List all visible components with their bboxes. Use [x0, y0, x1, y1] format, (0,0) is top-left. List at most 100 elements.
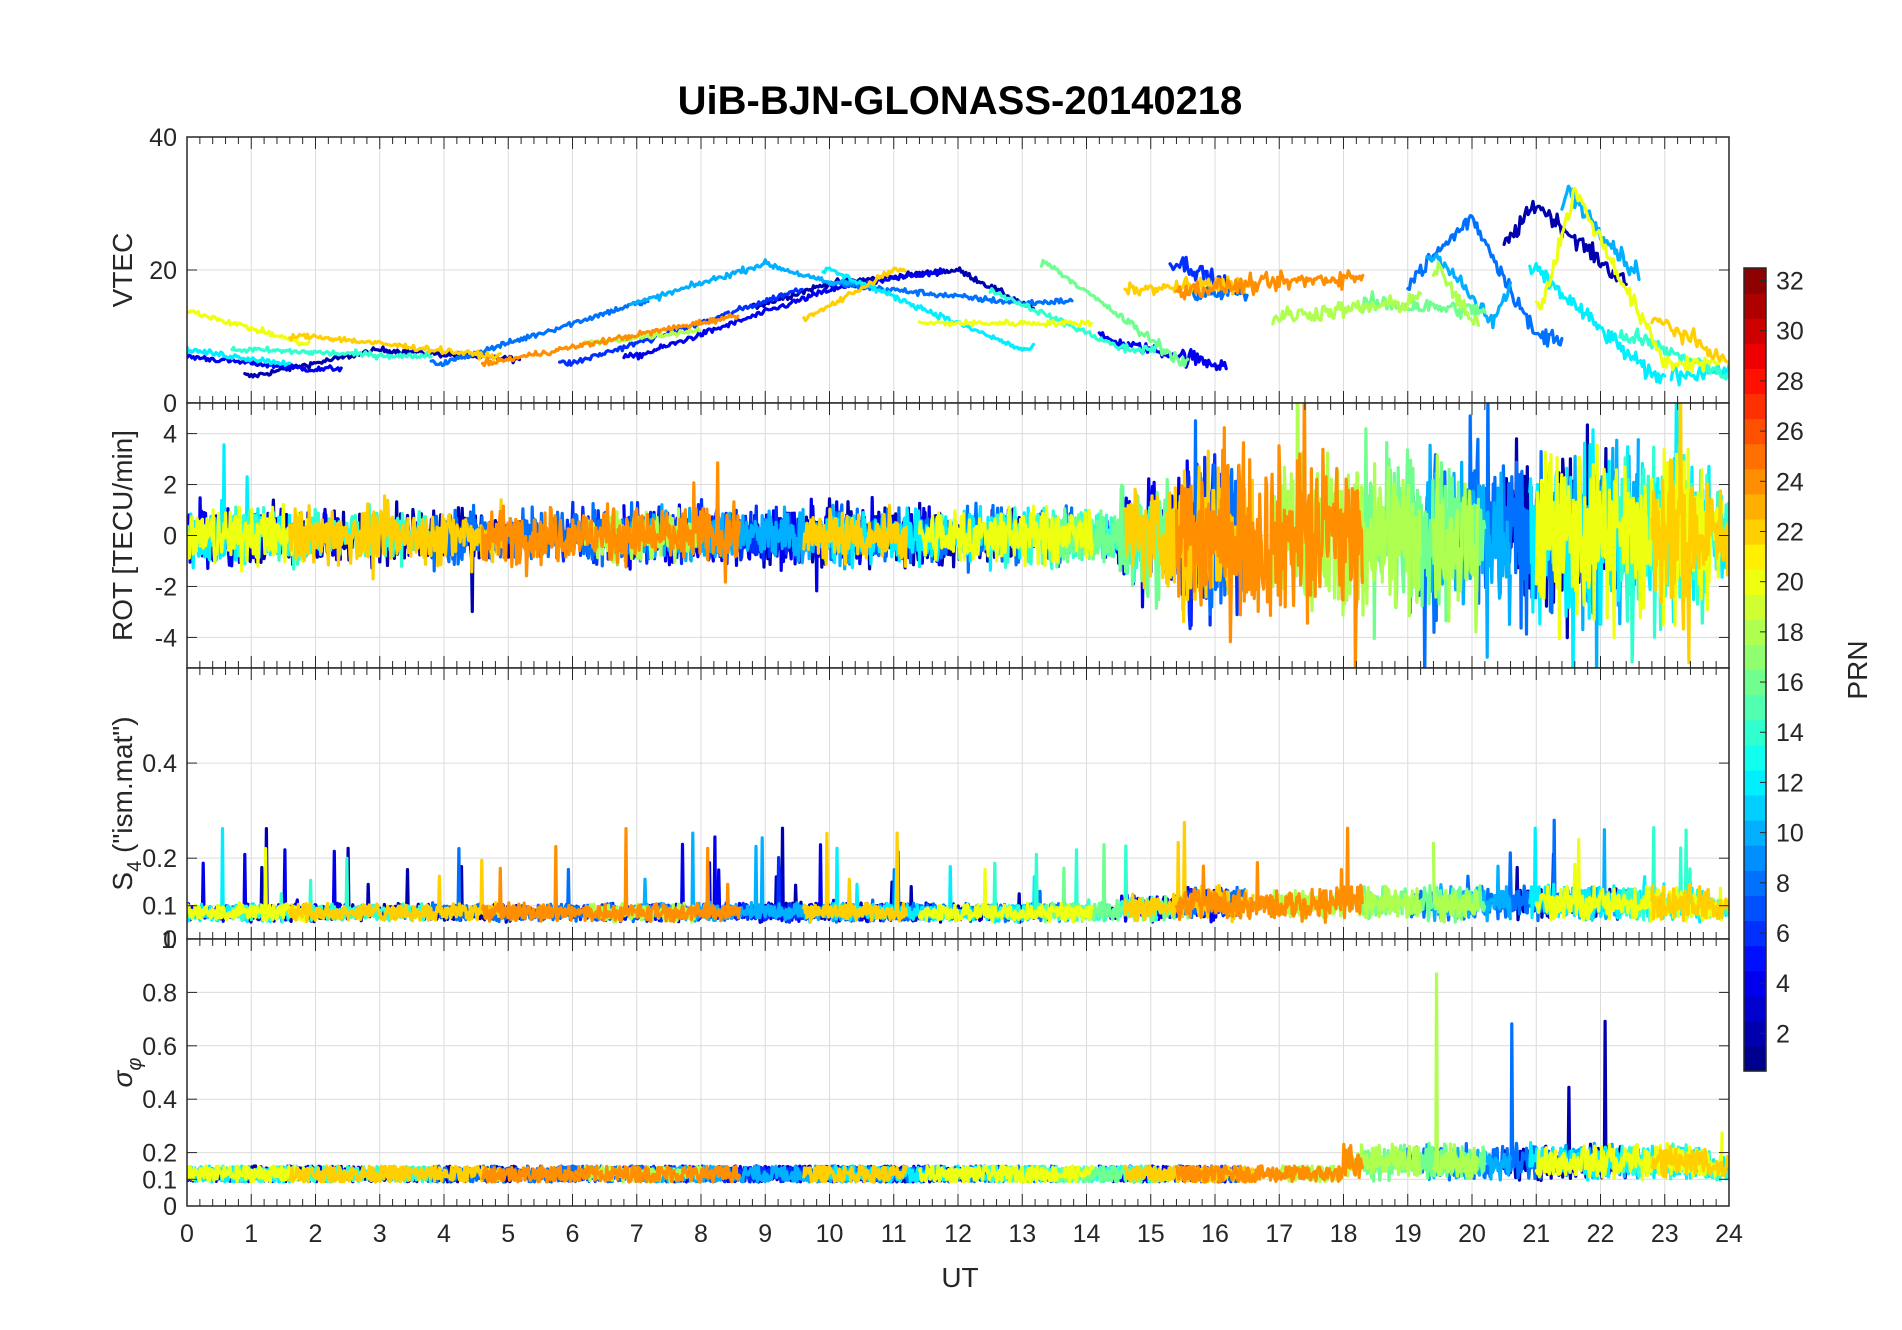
colorbar-segment	[1744, 669, 1766, 696]
x-tick-label: 7	[630, 1220, 644, 1248]
colorbar-segment	[1744, 1020, 1766, 1047]
colorbar-segment	[1744, 518, 1766, 545]
colorbar-segment	[1744, 970, 1766, 997]
series-prn-22	[1650, 883, 1729, 923]
colorbar-segment	[1744, 644, 1766, 671]
x-tick-label: 6	[566, 1220, 580, 1248]
colorbar-tick-label: 14	[1776, 719, 1804, 747]
colorbar-tick-label: 6	[1776, 920, 1790, 948]
colorbar-tick-label: 2	[1776, 1020, 1790, 1048]
series-prn-22	[802, 266, 907, 323]
series-prn-20	[187, 1164, 311, 1184]
series-group	[187, 184, 1729, 387]
series-prn-8	[827, 280, 1074, 307]
series-prn-14	[1618, 327, 1729, 381]
series-prn-18	[1431, 841, 1480, 924]
colorbar-tick-label: 4	[1776, 970, 1790, 998]
colorbar-segment	[1744, 594, 1766, 620]
y-axis-label: VTEC	[107, 233, 138, 308]
series-prn-16	[1039, 258, 1190, 368]
colorbar-segment	[1744, 544, 1766, 570]
colorbar-tick-label: 32	[1776, 268, 1804, 296]
y-tick-label: 0.4	[142, 1086, 177, 1114]
series-prn-24	[480, 1164, 741, 1184]
colorbar-tick-label: 26	[1776, 418, 1804, 446]
x-tick-label: 14	[1073, 1220, 1101, 1248]
colorbar-segment	[1744, 493, 1766, 520]
y-tick-label: 4	[163, 421, 177, 449]
colorbar-tick-label: 10	[1776, 820, 1804, 848]
series-prn-20	[917, 867, 1094, 924]
series-prn-18	[1271, 290, 1423, 326]
colorbar-segment	[1744, 719, 1766, 746]
colorbar-tick-label: 16	[1776, 669, 1804, 697]
y-axis-label: σφ	[107, 1058, 146, 1088]
x-tick-label: 24	[1715, 1220, 1743, 1248]
colorbar-label: PRN	[1842, 640, 1873, 699]
series-prn-24	[1174, 826, 1364, 924]
colorbar-tick-label: 20	[1776, 569, 1804, 597]
x-tick-label: 20	[1458, 1220, 1486, 1248]
x-tick-label: 21	[1522, 1220, 1550, 1248]
series-group	[187, 972, 1729, 1184]
series-prn-20	[917, 504, 1094, 568]
colorbar-segment	[1744, 769, 1766, 796]
y-axis-label: S4 ("ism.mat")	[107, 716, 146, 890]
series-prn-22	[802, 504, 908, 568]
series-prn-24	[480, 826, 741, 924]
series-prn-14	[230, 345, 433, 361]
series-prn-8	[429, 299, 650, 368]
colorbar-segment	[1744, 443, 1766, 470]
colorbar-segment	[1744, 569, 1766, 595]
colorbar-segment	[1744, 343, 1766, 369]
series-prn-20	[1534, 837, 1724, 923]
colorbar-segment	[1744, 820, 1766, 846]
colorbar-segment	[1744, 293, 1766, 319]
series-prn-22	[288, 858, 504, 923]
series-prn-4	[622, 267, 946, 361]
x-tick-label: 12	[944, 1220, 972, 1248]
colorbar-segment	[1744, 870, 1766, 896]
x-tick-label: 3	[373, 1220, 387, 1248]
x-tick-label: 0	[180, 1220, 194, 1248]
colorbar-segment	[1744, 393, 1766, 420]
x-tick-label: 19	[1394, 1220, 1422, 1248]
colorbar-segment	[1744, 744, 1766, 771]
y-tick-label: 0	[163, 1193, 177, 1221]
series-prn-20	[1534, 186, 1725, 374]
colorbar-segment	[1744, 694, 1766, 721]
colorbar-tick-label: 18	[1776, 619, 1804, 647]
colorbar-tick-label: 24	[1776, 468, 1804, 496]
series-prn-22	[802, 831, 908, 924]
chart-title: UiB-BJN-GLONASS-20140218	[678, 79, 1243, 123]
series-prn-22	[802, 1164, 908, 1184]
x-tick-label: 2	[309, 1220, 323, 1248]
colorbar-segment	[1744, 368, 1766, 395]
colorbar-segment	[1744, 268, 1766, 294]
x-tick-label: 17	[1265, 1220, 1293, 1248]
y-axis-label: ROT [TECU/min]	[107, 430, 138, 641]
series-group	[187, 403, 1729, 668]
y-tick-label: 0.1	[142, 893, 177, 921]
series-prn-12	[187, 345, 292, 367]
colorbar-segment	[1744, 845, 1766, 871]
x-tick-label: 22	[1587, 1220, 1615, 1248]
colorbar-segment	[1744, 318, 1766, 344]
colorbar-segment	[1744, 794, 1766, 821]
panel-s4: 0.1 0.2 0.4S4 ("ism.mat")	[107, 667, 1730, 940]
series-prn-22	[1650, 1144, 1729, 1179]
colorbar-segment	[1744, 895, 1766, 922]
x-tick-label: 4	[437, 1220, 451, 1248]
panel-sigma: 00.10.2 0.4 0.6 0.8 σφ	[107, 938, 1730, 1221]
colorbar-segment	[1744, 468, 1766, 495]
y-tick-label: 2	[163, 472, 177, 500]
series-prn-22	[288, 1164, 504, 1184]
panel-rot: -4 -2 0 2 4 ROT [TECU/min]	[107, 402, 1730, 669]
x-tick-label: 18	[1330, 1220, 1358, 1248]
x-tick-label: 8	[694, 1220, 708, 1248]
x-tick-label: 11	[881, 1220, 907, 1248]
series-prn-8	[1406, 213, 1564, 348]
colorbar-segment	[1744, 418, 1766, 445]
